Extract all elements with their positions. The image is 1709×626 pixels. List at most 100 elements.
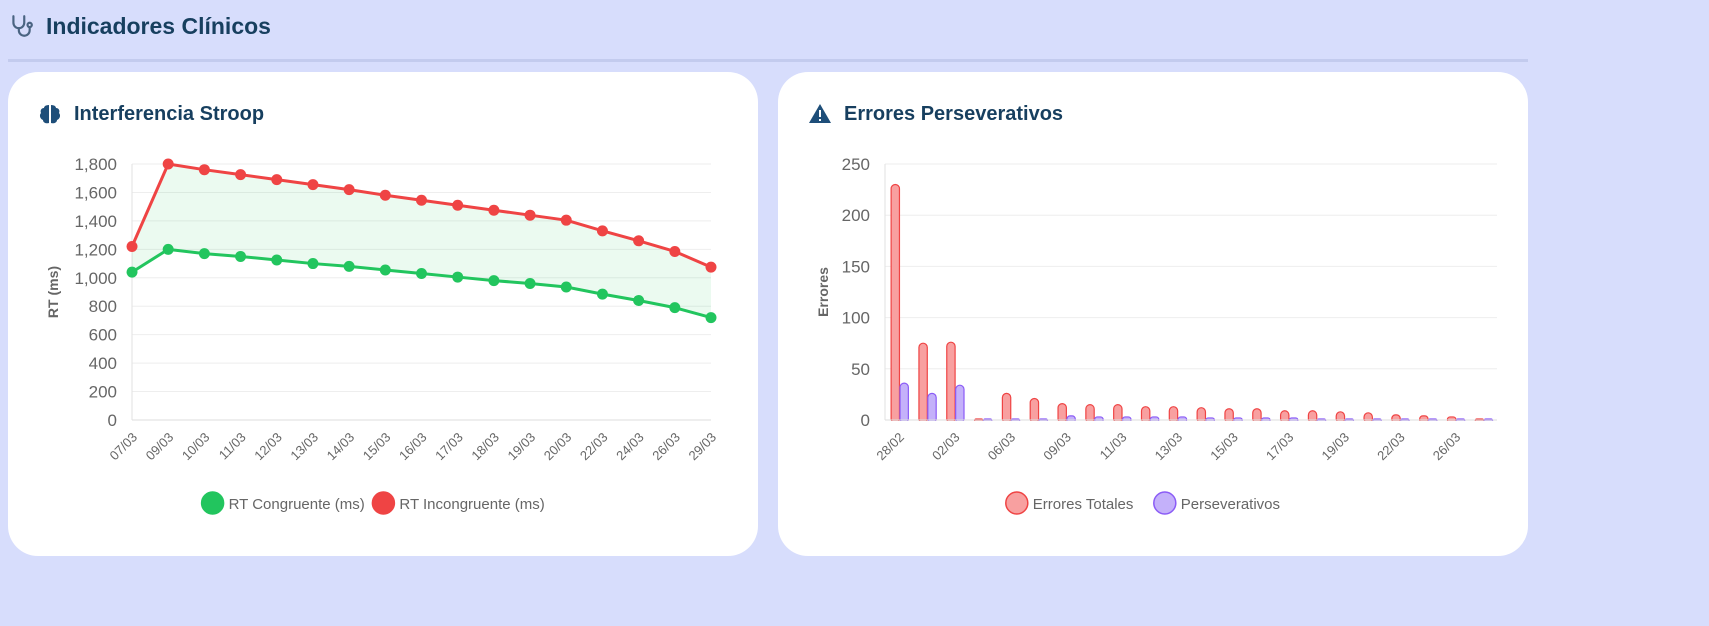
x-tick-label: 17/03 xyxy=(432,430,466,464)
bar xyxy=(1001,392,1012,424)
legend-swatch xyxy=(371,491,396,515)
y-tick-label: 1,400 xyxy=(74,212,117,231)
x-tick-label: 19/03 xyxy=(1319,430,1353,464)
data-point xyxy=(705,261,717,273)
bar xyxy=(1252,408,1262,424)
data-point xyxy=(198,248,210,260)
x-tick-label: 26/03 xyxy=(1430,430,1464,464)
data-point xyxy=(343,184,355,196)
errors-bar-chart: 0 50 100 150 200 250 Errores 28/02 02/03 06/03 09/… xyxy=(815,155,1497,515)
x-tick-label: 14/03 xyxy=(324,430,358,464)
stroop-line-chart: 0 200 400 600 800 1,000 1,200 1,400 1,600 1,800 RT… xyxy=(45,155,719,515)
warning-icon xyxy=(809,104,831,123)
data-point xyxy=(416,194,427,206)
page-header: Indicadores Clínicos xyxy=(8,8,271,44)
bar xyxy=(946,341,956,424)
page-title: Indicadores Clínicos xyxy=(46,12,271,39)
data-point xyxy=(669,302,681,314)
x-tick-label: 24/03 xyxy=(613,430,647,464)
y-tick-label: 1,600 xyxy=(74,183,117,202)
x-tick-label: 18/03 xyxy=(468,430,502,464)
legend-label: Errores Totales xyxy=(1033,496,1134,513)
x-tick-label: 12/03 xyxy=(251,430,285,464)
y-tick-label: 400 xyxy=(89,354,117,373)
y-tick-label: 200 xyxy=(842,206,870,225)
y-tick-label: 1,800 xyxy=(74,155,117,174)
data-point xyxy=(524,277,536,289)
x-tick-label: 20/03 xyxy=(541,430,575,464)
y-tick-label: 0 xyxy=(861,411,870,430)
divider xyxy=(8,59,1528,62)
bar xyxy=(890,183,901,424)
data-point xyxy=(343,260,355,272)
brain-icon xyxy=(39,105,61,124)
data-point xyxy=(633,235,645,247)
bar xyxy=(1140,406,1151,424)
interference-area xyxy=(132,164,711,318)
legend-swatch xyxy=(1005,491,1029,515)
data-point xyxy=(669,245,681,257)
y-tick-label: 600 xyxy=(89,326,117,345)
card-title: Interferencia Stroop xyxy=(74,102,265,125)
y-axis-title: Errores xyxy=(815,267,831,317)
axis-mask xyxy=(885,421,1497,427)
y-tick-label: 1,200 xyxy=(74,240,117,259)
x-tick-label: 15/03 xyxy=(1207,430,1241,464)
legend-swatch xyxy=(200,491,225,515)
x-tick-label: 22/03 xyxy=(577,430,611,464)
x-tick-label: 16/03 xyxy=(396,430,430,464)
bar xyxy=(927,392,937,424)
x-tick-label: 17/03 xyxy=(1263,430,1297,464)
data-point xyxy=(488,204,500,216)
data-point xyxy=(235,250,247,262)
stethoscope-icon xyxy=(12,15,33,37)
data-point xyxy=(198,164,210,176)
x-tick-label: 15/03 xyxy=(360,430,394,464)
y-axis-title: RT (ms) xyxy=(45,266,61,318)
bar xyxy=(1224,408,1234,424)
card-title: Errores Perseverativos xyxy=(844,102,1064,125)
x-tick-label: 22/03 xyxy=(1374,430,1408,464)
x-tick-label: 09/03 xyxy=(143,430,177,464)
x-tick-label: 02/03 xyxy=(929,430,963,464)
y-tick-label: 150 xyxy=(842,257,870,276)
bar xyxy=(1196,407,1207,424)
data-point xyxy=(307,258,319,270)
legend-label: RT Incongruente (ms) xyxy=(399,496,544,513)
data-point xyxy=(596,288,608,300)
data-point xyxy=(596,225,608,237)
data-point xyxy=(271,254,283,266)
data-point xyxy=(162,243,174,255)
data-point xyxy=(379,189,391,201)
y-tick-label: 100 xyxy=(842,309,870,328)
y-tick-label: 0 xyxy=(108,411,117,430)
data-point xyxy=(705,312,717,324)
data-point xyxy=(416,268,427,280)
bar xyxy=(1168,406,1179,424)
data-point xyxy=(235,169,247,181)
x-tick-label: 13/03 xyxy=(287,430,321,464)
stroop-card: Interferencia Stroop 0 200 400 600 800 1,000 1… xyxy=(8,72,758,556)
legend-swatch xyxy=(1153,491,1177,515)
x-tick-label: 19/03 xyxy=(505,430,539,464)
data-point xyxy=(560,214,572,226)
data-point xyxy=(162,158,174,170)
y-tick-label: 1,000 xyxy=(74,269,117,288)
bar xyxy=(955,384,965,424)
x-tick-label: 09/03 xyxy=(1040,430,1074,464)
data-point xyxy=(488,275,500,287)
data-point xyxy=(452,271,464,283)
x-tick-label: 13/03 xyxy=(1152,430,1186,464)
y-tick-label: 800 xyxy=(89,297,117,316)
bar xyxy=(1029,397,1040,424)
x-tick-label: 10/03 xyxy=(179,430,213,464)
errors-card: Errores Perseverativos 0 50 100 150 200 250 Er… xyxy=(778,72,1528,556)
y-tick-label: 200 xyxy=(89,383,117,402)
x-tick-label: 07/03 xyxy=(107,430,141,464)
data-point xyxy=(452,199,464,211)
x-tick-label: 11/03 xyxy=(216,430,249,463)
legend-label: RT Congruente (ms) xyxy=(229,496,365,513)
legend-label: Perseverativos xyxy=(1181,496,1280,513)
data-point xyxy=(379,264,391,276)
x-tick-label: 11/03 xyxy=(1097,430,1130,463)
